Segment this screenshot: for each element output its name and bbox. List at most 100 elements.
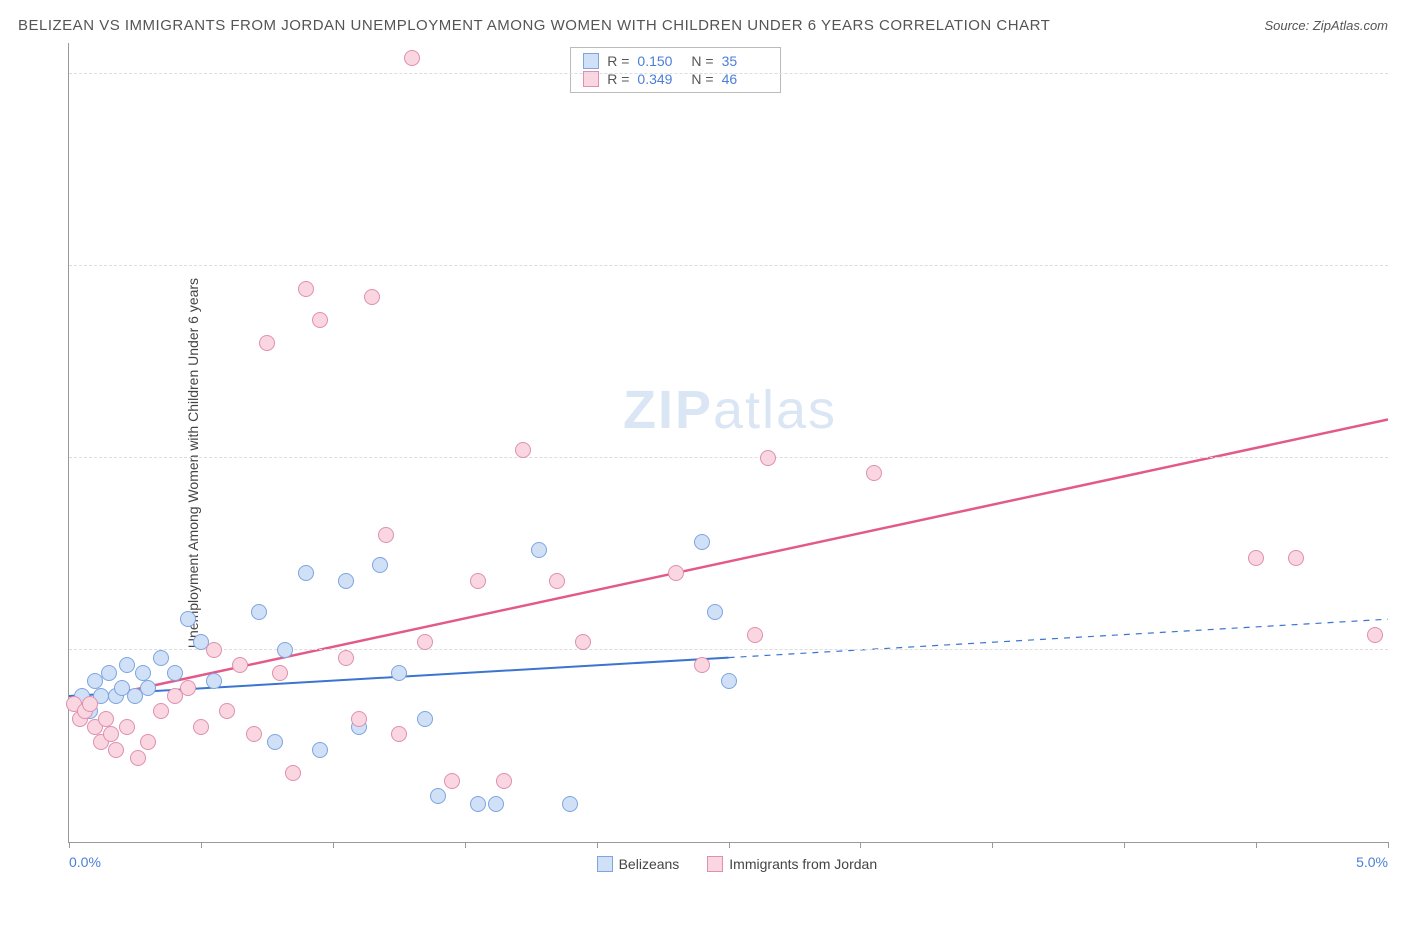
- data-point: [470, 796, 486, 812]
- data-point: [259, 335, 275, 351]
- data-point: [108, 742, 124, 758]
- data-point: [140, 734, 156, 750]
- stat-n-value: 35: [722, 53, 768, 69]
- data-point: [391, 665, 407, 681]
- data-point: [135, 665, 151, 681]
- data-point: [372, 557, 388, 573]
- data-point: [488, 796, 504, 812]
- data-point: [298, 281, 314, 297]
- data-point: [747, 627, 763, 643]
- stats-box: R =0.150N =35R =0.349N =46: [570, 47, 780, 93]
- x-tick-label: 0.0%: [69, 854, 101, 870]
- data-point: [180, 611, 196, 627]
- data-point: [267, 734, 283, 750]
- stat-n-label: N =: [691, 53, 713, 69]
- x-tick: [201, 842, 202, 848]
- data-point: [470, 573, 486, 589]
- data-point: [364, 289, 380, 305]
- legend-swatch: [597, 856, 613, 872]
- data-point: [707, 604, 723, 620]
- data-point: [130, 750, 146, 766]
- data-point: [153, 650, 169, 666]
- legend-item: Belizeans: [597, 856, 680, 872]
- data-point: [417, 634, 433, 650]
- data-point: [103, 726, 119, 742]
- x-tick: [333, 842, 334, 848]
- gridline: [69, 265, 1388, 266]
- x-tick: [1388, 842, 1389, 848]
- data-point: [101, 665, 117, 681]
- stat-r-value: 0.150: [637, 53, 683, 69]
- data-point: [866, 465, 882, 481]
- data-point: [246, 726, 262, 742]
- data-point: [285, 765, 301, 781]
- x-tick: [860, 842, 861, 848]
- data-point: [417, 711, 433, 727]
- gridline: [69, 73, 1388, 74]
- plot-area: ZIPatlas R =0.150N =35R =0.349N =46 Beli…: [68, 43, 1388, 843]
- gridline: [69, 457, 1388, 458]
- data-point: [98, 711, 114, 727]
- data-point: [277, 642, 293, 658]
- data-point: [444, 773, 460, 789]
- data-point: [206, 673, 222, 689]
- series-legend: Belizeans Immigrants from Jordan: [597, 856, 878, 872]
- y-tick-label: 25.0%: [1393, 434, 1406, 450]
- y-tick-label: 50.0%: [1393, 50, 1406, 66]
- legend-swatch: [707, 856, 723, 872]
- data-point: [82, 696, 98, 712]
- data-point: [140, 680, 156, 696]
- data-point: [312, 312, 328, 328]
- data-point: [575, 634, 591, 650]
- legend-item: Immigrants from Jordan: [707, 856, 877, 872]
- source-label: Source: ZipAtlas.com: [1264, 18, 1388, 39]
- data-point: [312, 742, 328, 758]
- legend-label: Belizeans: [619, 856, 680, 872]
- data-point: [549, 573, 565, 589]
- x-tick: [1124, 842, 1125, 848]
- data-point: [119, 657, 135, 673]
- data-point: [391, 726, 407, 742]
- chart-title: BELIZEAN VS IMMIGRANTS FROM JORDAN UNEMP…: [18, 12, 1050, 39]
- data-point: [694, 534, 710, 550]
- chart-container: Unemployment Among Women with Children U…: [18, 43, 1388, 883]
- data-point: [694, 657, 710, 673]
- x-tick-label: 5.0%: [1356, 854, 1388, 870]
- data-point: [430, 788, 446, 804]
- stat-r-label: R =: [607, 53, 629, 69]
- data-point: [193, 719, 209, 735]
- stats-row: R = 0.150 N = 35: [583, 52, 767, 70]
- y-tick-label: 37.5%: [1393, 242, 1406, 258]
- data-point: [219, 703, 235, 719]
- x-tick: [729, 842, 730, 848]
- x-tick: [597, 842, 598, 848]
- data-point: [232, 657, 248, 673]
- data-point: [153, 703, 169, 719]
- data-point: [668, 565, 684, 581]
- data-point: [206, 642, 222, 658]
- data-point: [496, 773, 512, 789]
- data-point: [1248, 550, 1264, 566]
- data-point: [760, 450, 776, 466]
- data-point: [251, 604, 267, 620]
- y-tick-label: 12.5%: [1393, 626, 1406, 642]
- data-point: [180, 680, 196, 696]
- data-point: [1367, 627, 1383, 643]
- x-tick: [465, 842, 466, 848]
- data-point: [167, 665, 183, 681]
- data-point: [562, 796, 578, 812]
- data-point: [378, 527, 394, 543]
- watermark: ZIPatlas: [623, 379, 837, 441]
- x-tick: [992, 842, 993, 848]
- x-tick: [1256, 842, 1257, 848]
- data-point: [119, 719, 135, 735]
- data-point: [721, 673, 737, 689]
- data-point: [404, 50, 420, 66]
- data-point: [1288, 550, 1304, 566]
- legend-swatch: [583, 53, 599, 69]
- data-point: [515, 442, 531, 458]
- data-point: [351, 711, 367, 727]
- legend-label: Immigrants from Jordan: [729, 856, 877, 872]
- data-point: [272, 665, 288, 681]
- data-point: [338, 650, 354, 666]
